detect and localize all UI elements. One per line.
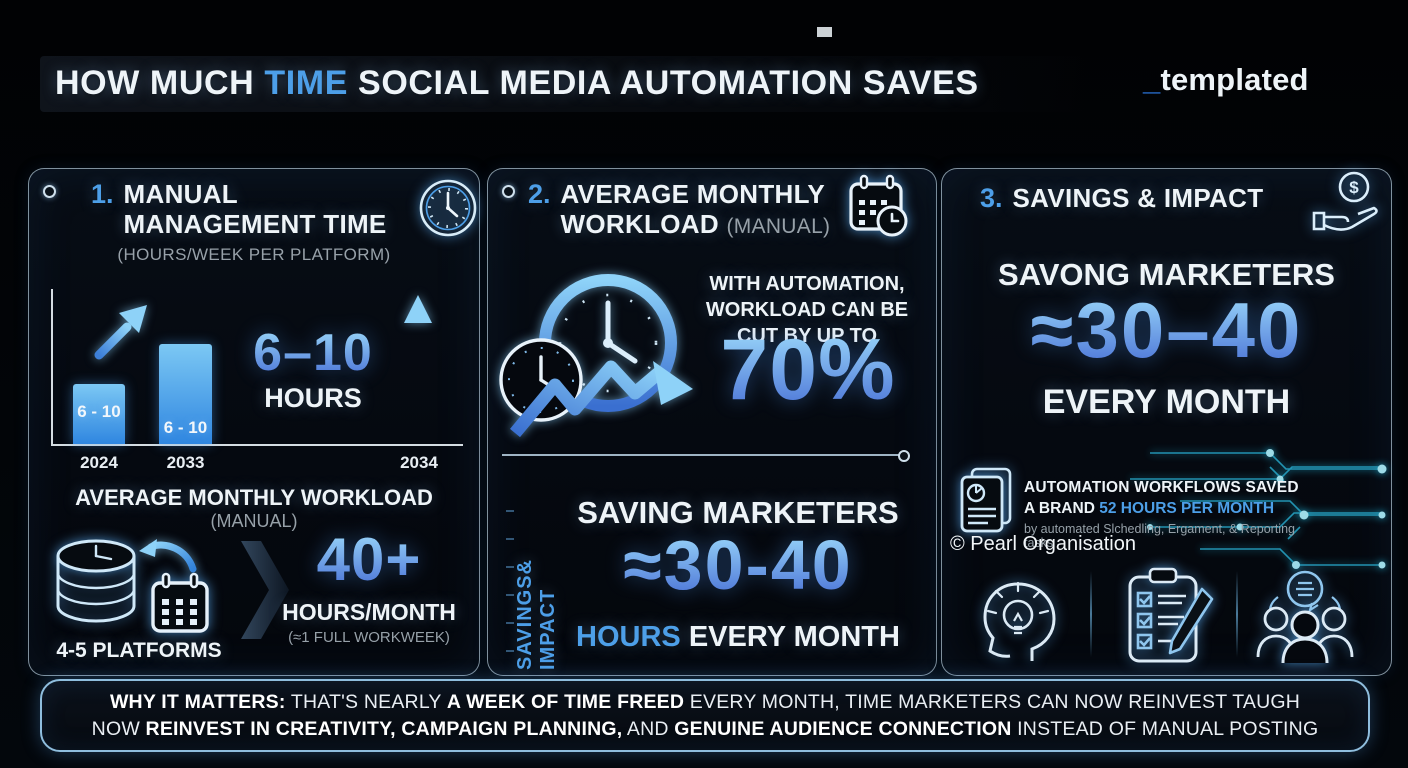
panel1-workload-subtitle: (MANUAL) — [210, 511, 298, 531]
connector-dot — [43, 185, 56, 198]
panel1-header: 1. MANUAL MANAGEMENT TIME — [91, 179, 387, 239]
bar-2024 — [73, 384, 125, 444]
panel3-title: SAVINGS & IMPACT — [1012, 183, 1264, 213]
banner-label: WHY IT MATTERS: — [109, 690, 286, 713]
divider-end-dot — [898, 450, 910, 462]
page-title-pre: HOW MUCH — [55, 64, 265, 102]
calendar-icon — [147, 571, 213, 637]
bar-label-2024: 6 - 10 — [77, 402, 121, 421]
year-label-2033: 2033 — [166, 453, 205, 472]
panel1-number: 1. — [91, 179, 114, 209]
planning-clipboard-icon — [1114, 563, 1218, 667]
trend-arrow-icon — [91, 303, 149, 361]
panel2-title-suffix: (MANUAL) — [726, 215, 831, 238]
clock-icon — [417, 177, 479, 239]
brand-logo: _templated — [1143, 62, 1309, 98]
banner-bold: REINVEST IN CREATIVITY, CAMPAIGN PLANNIN… — [145, 717, 623, 740]
chart-y-axis — [51, 289, 53, 446]
up-arrow-icon — [401, 293, 435, 445]
panel1-workload-title: AVERAGE MONTHLY WORKLOAD — [75, 485, 433, 510]
big-hours-value: 6–10 — [229, 323, 397, 383]
banner-text: THAT'S NEARLY — [285, 690, 447, 713]
banner-text: INSTEAD OF MANUAL POSTING — [1011, 717, 1319, 740]
artifact-rect — [817, 27, 832, 37]
banner-bold: GENUINE AUDIENCE CONNECTION — [674, 717, 1012, 740]
year-label-2024: 2024 — [80, 453, 118, 472]
creativity-head-icon — [972, 567, 1064, 665]
panel3-saving-unit: EVERY MONTH — [1042, 383, 1291, 421]
banner-line1: WHY IT MATTERS: THAT'S NEARLY A WEEK OF … — [110, 689, 1300, 716]
hours-per-week-bar-chart: 6 - 10 6 - 10 2024 2033 2034 6–10 HOURS — [49, 289, 471, 472]
callout-line1: AUTOMATION WORKFLOWS SAVED — [1024, 479, 1299, 496]
big-hours-unit: HOURS — [264, 383, 362, 413]
monthly-hours-unit: HOURS/MONTH — [282, 599, 456, 625]
panel2-title-line1: AVERAGE MONTHLY — [560, 179, 826, 209]
bar-2033 — [159, 344, 212, 444]
page-title-post: SOCIAL MEDIA AUTOMATION SAVES — [348, 64, 979, 102]
audience-people-icon — [1254, 567, 1356, 665]
platform-stack-icon — [51, 533, 141, 627]
panel2-saving-unit: HOURS EVERY MONTH — [548, 621, 928, 654]
page-title: HOW MUCH TIME SOCIAL MEDIA AUTOMATION SA… — [55, 64, 979, 103]
monthly-hours-value: 40+ — [269, 525, 469, 594]
panel-savings-impact: 3. SAVINGS & IMPACT $ SAVONG MARKETERS ≈… — [941, 168, 1392, 676]
panel3-saving-title: SAVONG MARKETERS — [997, 257, 1335, 292]
automation-line3: CUT BY UP TO — [683, 323, 931, 349]
panel2-number: 2. — [528, 179, 551, 209]
panel2-saving-value: ≈30-40 — [548, 525, 928, 605]
circuit-decoration — [1090, 431, 1388, 576]
callout-text: AUTOMATION WORKFLOWS SAVED A BRAND 52 HO… — [1024, 479, 1324, 550]
report-document-icon — [958, 465, 1016, 535]
panel-manual-management-time: 1. MANUAL MANAGEMENT TIME (HOURS/WEEK PE… — [28, 168, 480, 676]
brand-underscore: _ — [1143, 62, 1161, 97]
panel3-number: 3. — [980, 183, 1003, 213]
connector-dot — [502, 185, 515, 198]
banner-text: NOW — [91, 717, 146, 740]
section-divider — [502, 454, 904, 456]
banner-text: EVERY MONTH, TIME MARKETERS CAN NOW REIN… — [684, 690, 1301, 713]
panel2-saving-unit-hours: HOURS — [576, 621, 681, 653]
panel1-title-line1: MANUAL — [123, 179, 238, 209]
percent-value: 70% — [683, 321, 933, 420]
brand-name: templated — [1160, 62, 1309, 97]
tick-decoration — [506, 484, 514, 654]
chevron-icon — [241, 541, 291, 639]
bar-label-2033: 6 - 10 — [163, 418, 208, 437]
callout-note: by automated Slchedling, Ergament, & Rep… — [1024, 522, 1295, 550]
icon-divider — [1236, 571, 1238, 657]
callout-line2-highlight: 52 HOURS PER MONTH — [1099, 500, 1275, 517]
title-backdrop — [40, 56, 1085, 112]
copyright-label: © Pearl Organisation — [950, 533, 1136, 555]
curved-arrow-icon — [137, 535, 197, 573]
icon-divider — [1090, 571, 1092, 657]
panel-average-monthly-workload: 2. AVERAGE MONTHLY WORKLOAD (MANUAL) — [487, 168, 937, 676]
automation-text: WITH AUTOMATION, WORKLOAD CAN BE CUT BY … — [683, 271, 931, 349]
banner-text: AND — [622, 717, 675, 740]
why-it-matters-banner: WHY IT MATTERS: THAT'S NEARLY A WEEK OF … — [40, 679, 1370, 752]
hand-dollar-icon: $ — [1308, 169, 1380, 237]
monthly-hours-note: (≈1 FULL WORKWEEK) — [288, 629, 450, 646]
chart-x-axis — [51, 444, 463, 446]
panel2-saving-unit-rest: EVERY MONTH — [680, 621, 900, 653]
panel3-saving-value: ≈30–40 — [942, 285, 1391, 376]
panel1-title-line2: MANAGEMENT TIME — [123, 209, 387, 239]
automation-line1: WITH AUTOMATION, — [709, 273, 905, 295]
panel3-header: 3. SAVINGS & IMPACT — [980, 183, 1263, 214]
banner-line2: NOW REINVEST IN CREATIVITY, CAMPAIGN PLA… — [92, 716, 1319, 743]
panel2-header: 2. AVERAGE MONTHLY WORKLOAD (MANUAL) — [528, 179, 830, 242]
panel2-saving-title: SAVING MARKETERS — [577, 495, 899, 530]
workload-clock-graphic — [493, 265, 708, 445]
panel1-subtitle: (HOURS/WEEK PER PLATFORM) — [117, 245, 391, 264]
platforms-label: 4-5 PLATFORMS — [56, 639, 222, 662]
banner-bold: A WEEK OF TIME FREED — [446, 690, 685, 713]
year-label-2034: 2034 — [400, 453, 438, 472]
page-title-highlight: TIME — [264, 64, 348, 102]
callout-line2-pre: A BRAND — [1024, 500, 1100, 517]
automation-line2: WORKLOAD CAN BE — [705, 299, 909, 321]
svg-text:$: $ — [1349, 178, 1359, 197]
calendar-clock-icon — [846, 173, 910, 241]
panel2-title-line2: WORKLOAD — [560, 209, 719, 239]
